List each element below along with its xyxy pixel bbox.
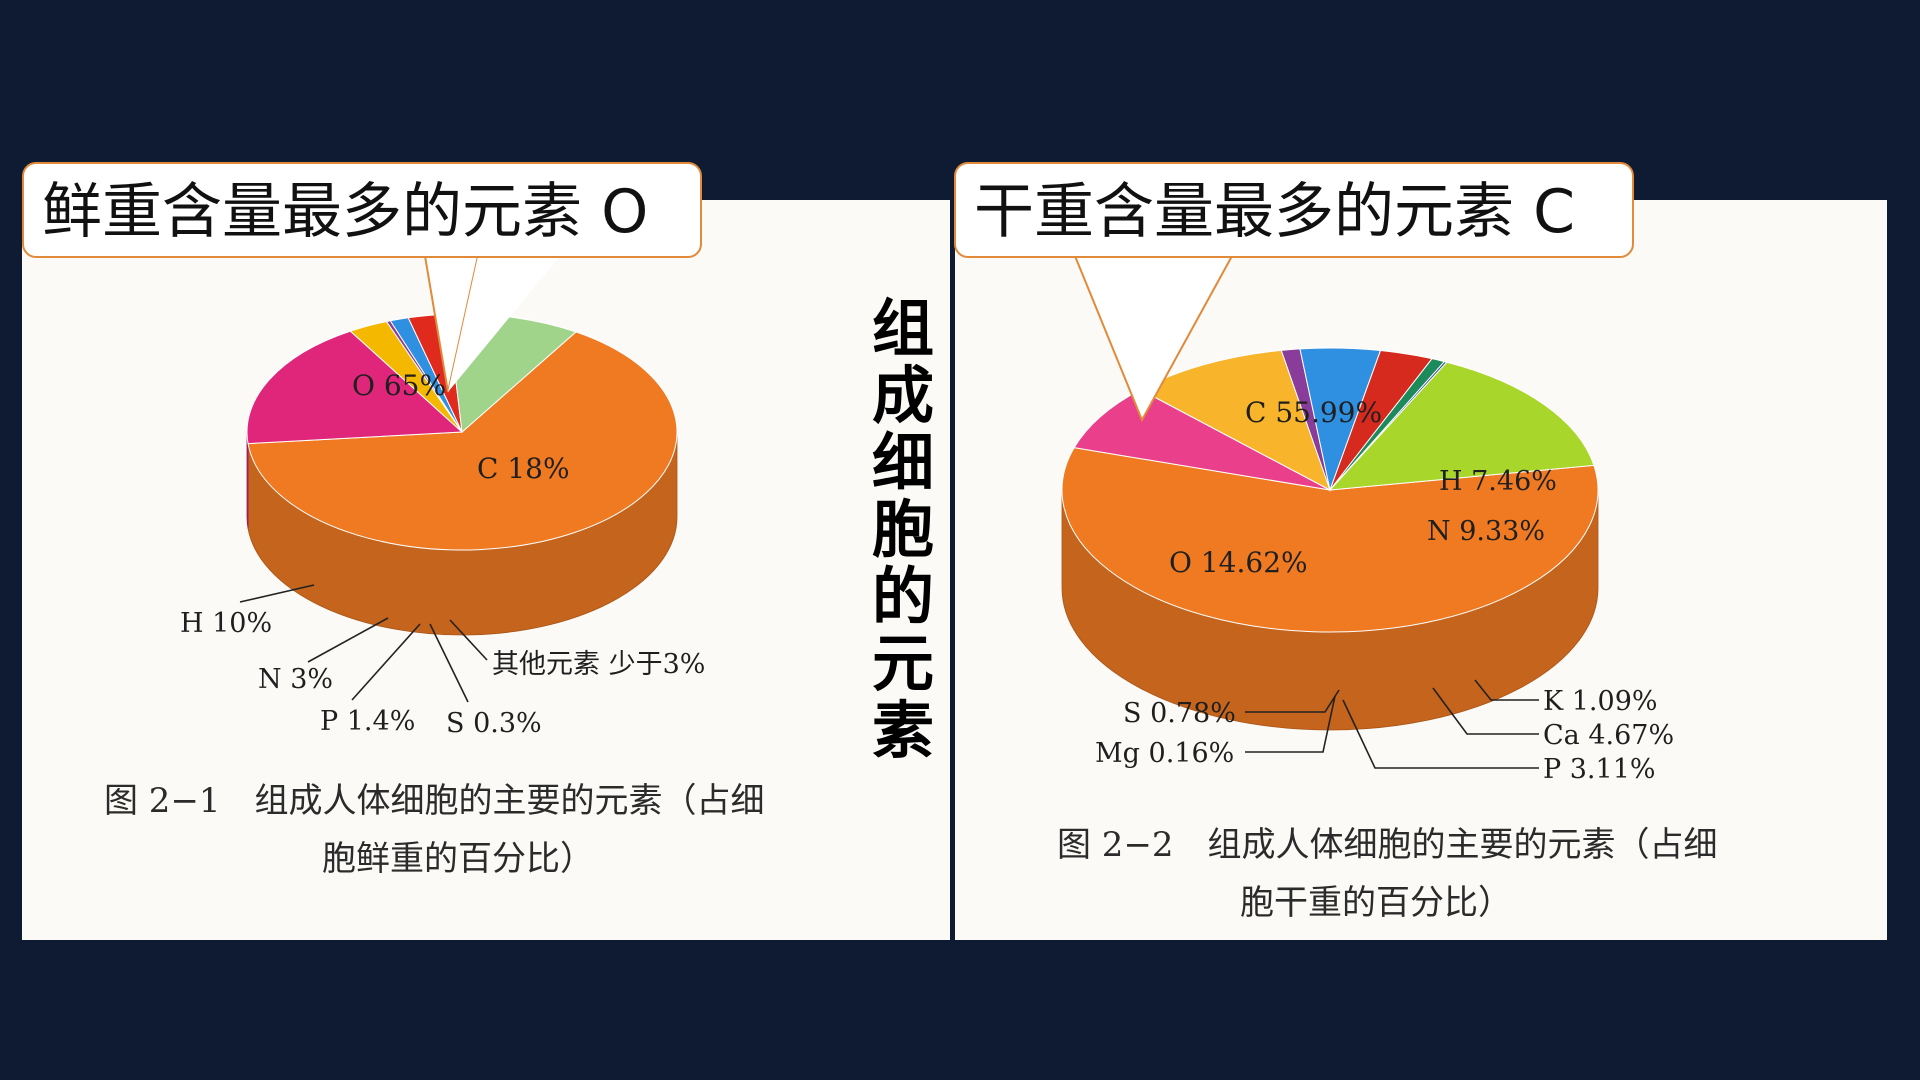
slice-label-c: C 55.99%	[1245, 396, 1382, 429]
leader-line-n	[307, 617, 389, 663]
caption-line-1: 图 2−2 组成人体细胞的主要的元素（占细	[1057, 825, 1718, 865]
leader-line-p	[351, 623, 421, 701]
leader-line-ca	[1432, 687, 1539, 735]
leader-line-s	[429, 623, 469, 703]
callout-fresh-weight-text: 鲜重含量最多的元素 O	[42, 177, 649, 247]
caption-line-2: 胞鲜重的百分比）	[322, 839, 594, 879]
chart-caption-dry-weight: 图 2−2 组成人体细胞的主要的元素（占细 胞干重的百分比）	[1057, 816, 1718, 932]
slice-label-mg: Mg 0.16%	[1095, 738, 1234, 769]
leader-line-k	[1474, 679, 1539, 701]
caption-line-1: 图 2−1 组成人体细胞的主要的元素（占细	[104, 781, 765, 821]
callout-fresh-weight: 鲜重含量最多的元素 O	[22, 162, 702, 258]
leader-line-p	[1342, 699, 1539, 769]
slice-label-p: P 3.11%	[1543, 754, 1656, 785]
leader-line-h	[239, 584, 315, 603]
slice-label-c: C 18%	[477, 452, 570, 485]
leader-line-other	[449, 619, 488, 661]
slice-label-p: P 1.4%	[320, 706, 415, 737]
chart-panel-dry-weight: C 55.99% H 7.46% N 9.33% O 14.62% K 1.09% Ca …	[955, 200, 1887, 940]
slice-label-s: S 0.3%	[446, 708, 542, 739]
chart-panel-fresh-weight: O 65% C 18% H 10% N 3% P 1.4% S 0.3% 其他元素 少于3%…	[22, 200, 950, 940]
slice-label-ca: Ca 4.67%	[1543, 720, 1674, 751]
slide-vertical-title: 组成细胞的元素	[871, 292, 934, 767]
slice-label-o: O 65%	[352, 369, 446, 402]
pie-slice-c-1	[246, 330, 464, 445]
pie-slice-o-0	[247, 331, 678, 551]
slice-label-n: N 3%	[258, 664, 333, 695]
caption-line-2: 胞干重的百分比）	[1240, 883, 1512, 923]
slice-label-o: O 14.62%	[1169, 546, 1308, 579]
callout-dry-weight: 干重含量最多的元素 C	[954, 162, 1634, 258]
pie-slice-c-0	[1061, 447, 1599, 633]
pie-top-faces	[246, 313, 678, 551]
slice-label-h: H 10%	[180, 608, 272, 639]
leader-line-mg	[1245, 695, 1336, 753]
callout-dry-weight-text: 干重含量最多的元素 C	[974, 177, 1575, 247]
chart-caption-fresh-weight: 图 2−1 组成人体细胞的主要的元素（占细 胞鲜重的百分比）	[104, 772, 765, 888]
slice-label-k: K 1.09%	[1543, 686, 1658, 717]
slice-label-h: H 7.46%	[1439, 466, 1557, 497]
slice-label-s: S 0.78%	[1123, 698, 1236, 729]
pie-slice-o-8	[1328, 361, 1595, 491]
slice-label-other: 其他元素 少于3%	[492, 649, 705, 680]
pie-side-c-1	[246, 431, 249, 529]
slice-label-n: N 9.33%	[1427, 516, 1545, 547]
